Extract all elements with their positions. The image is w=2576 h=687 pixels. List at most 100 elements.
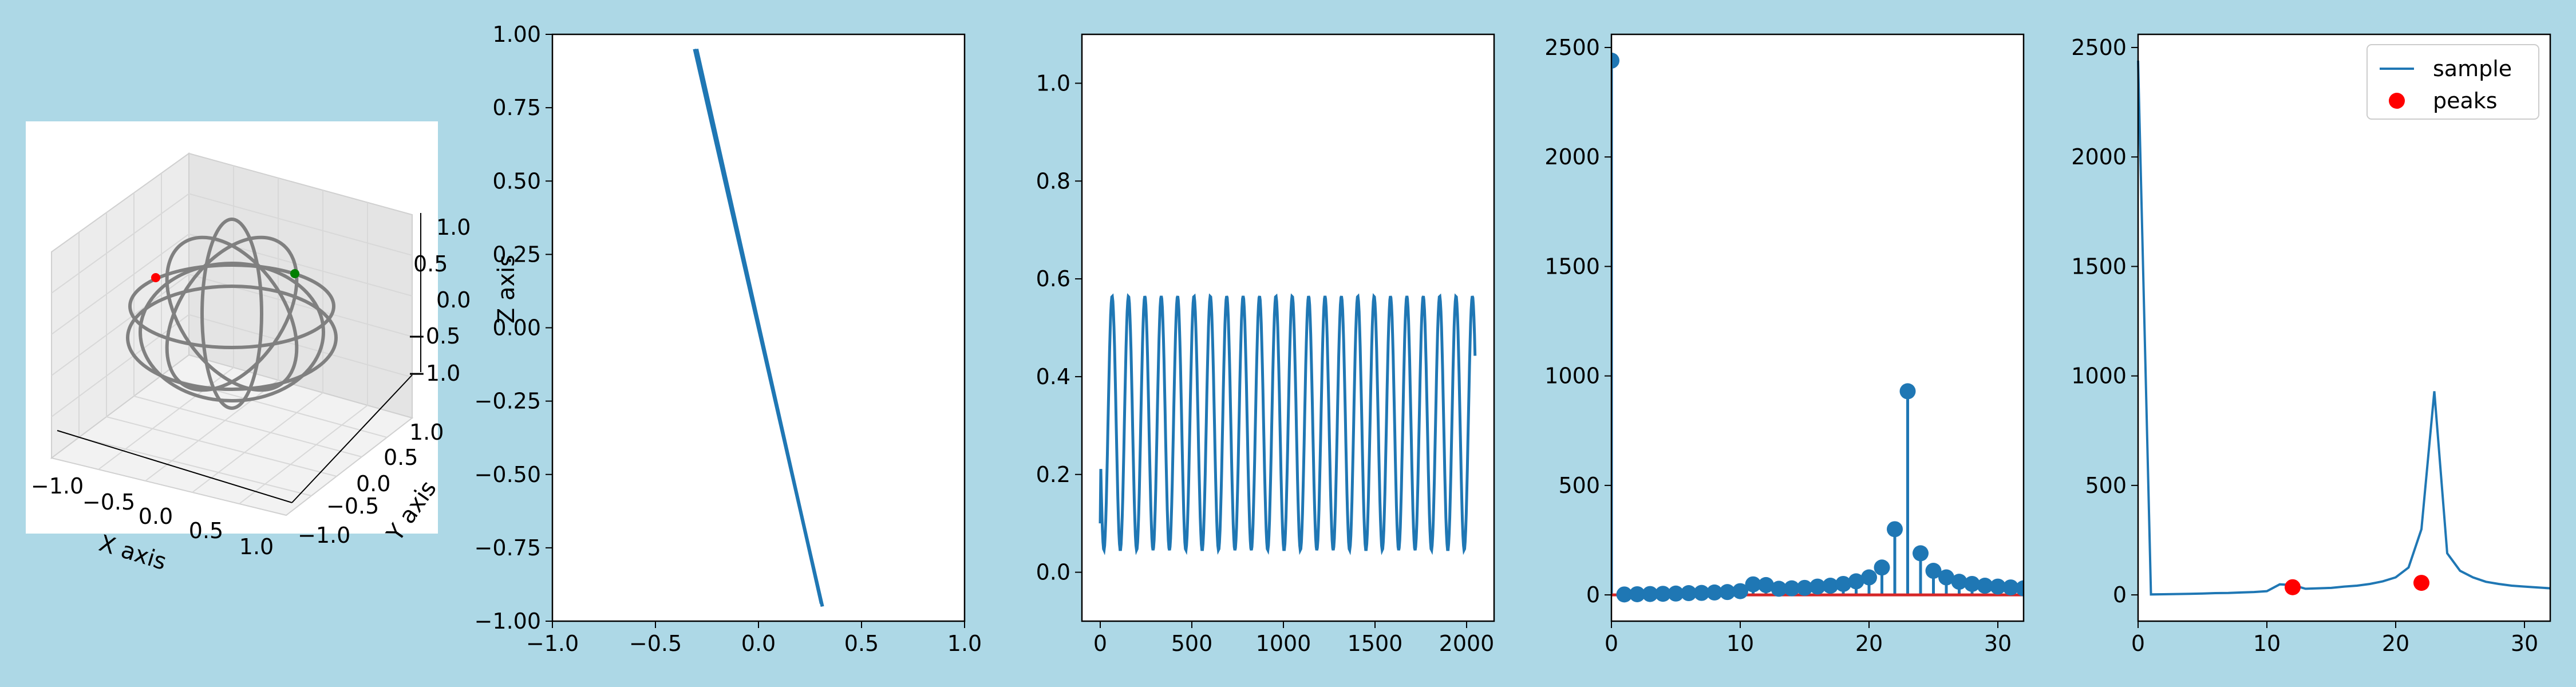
grid-line bbox=[51, 314, 189, 417]
y-tick-label: 1000 bbox=[2071, 364, 2127, 389]
legend: sample peaks bbox=[2366, 44, 2539, 120]
curve-3d bbox=[126, 218, 338, 410]
y-tick-label: −1.00 bbox=[475, 609, 541, 634]
x-tick-label: 0.0 bbox=[741, 631, 776, 656]
y-tick-label: 0.00 bbox=[492, 315, 541, 341]
stem-marker bbox=[1611, 52, 1619, 69]
panel-stem-frame bbox=[1610, 33, 2025, 622]
curve-segment bbox=[165, 235, 299, 392]
grid-line bbox=[188, 314, 413, 378]
y-tick-label: 0.5 bbox=[384, 445, 418, 470]
stem-marker bbox=[1642, 586, 1658, 602]
y-tick-label: 2000 bbox=[2071, 144, 2127, 169]
x-tick-label: 20 bbox=[2382, 631, 2409, 656]
series-line bbox=[695, 48, 823, 604]
x-ticks-3d: −1.0 −0.5 0.0 0.5 1.0 bbox=[31, 473, 274, 559]
stem-marker bbox=[1719, 584, 1736, 601]
stem-marker bbox=[1990, 578, 2006, 595]
stem-marker bbox=[1655, 586, 1671, 602]
x-tick-label: 10 bbox=[2253, 631, 2281, 656]
y-tick-label: 0.75 bbox=[492, 95, 541, 120]
legend-label-sample: sample bbox=[2433, 56, 2512, 81]
stem-marker bbox=[1616, 586, 1633, 603]
y-tick-label: 1.0 bbox=[1036, 70, 1070, 96]
stem-marker bbox=[1771, 581, 1787, 597]
y-tick-label: 500 bbox=[1558, 473, 1600, 498]
stem-marker bbox=[1732, 583, 1748, 599]
x-tick-label: −0.5 bbox=[629, 631, 682, 656]
stem-marker bbox=[1822, 578, 1839, 594]
y-tick-label: 2500 bbox=[2071, 35, 2127, 60]
stem-marker bbox=[1925, 563, 1942, 579]
point-green bbox=[290, 269, 299, 278]
stem-marker bbox=[1964, 575, 1980, 592]
stem-marker bbox=[1809, 578, 1826, 595]
x-tick-label: 1.0 bbox=[947, 631, 982, 656]
point-red bbox=[151, 273, 160, 282]
panel-signal: 0 500 1000 1500 2000 0.0 0.2 0.4 0.6 0.8 1.0 bbox=[1036, 33, 1495, 656]
curve-segment bbox=[126, 285, 338, 391]
panel-peaks-frame bbox=[2137, 33, 2551, 622]
x-tick-label: 30 bbox=[2511, 631, 2538, 656]
y-axis-line-3d bbox=[291, 374, 413, 503]
x-tick-label: 10 bbox=[1726, 631, 1754, 656]
curve-segment bbox=[165, 235, 299, 392]
x-tick-label: 0 bbox=[1605, 631, 1618, 656]
y-tick-label: 0.4 bbox=[1036, 364, 1070, 389]
stem-marker bbox=[1835, 575, 1851, 592]
y-tick-label: 0 bbox=[1586, 582, 1600, 607]
stem-marker bbox=[2002, 579, 2019, 596]
stem-marker bbox=[1951, 574, 1967, 590]
y-tick-label: 0.0 bbox=[1036, 560, 1070, 585]
y-tick-label: 2000 bbox=[1544, 144, 1600, 169]
grid-line bbox=[133, 396, 362, 457]
panel-line: −1.0 −0.5 0.0 0.5 1.0 1.00 0.75 0.50 0.25 0.00 −0.… bbox=[475, 22, 982, 656]
x-tick-label: −1.0 bbox=[31, 473, 84, 499]
y-tick-label: 0.50 bbox=[492, 168, 541, 194]
legend-marker-swatch bbox=[2389, 93, 2405, 109]
y-ticks-3d: −1.0 −0.5 0.0 0.5 1.0 bbox=[298, 420, 444, 548]
panels-2d: −1.0 −0.5 0.0 0.5 1.01.000.750.500.250.00−0.… bbox=[475, 22, 2551, 656]
signal-line bbox=[1099, 293, 1477, 555]
panel-peaks: 0 10 20 30 0 500 1000 1500 2000 2500 sample peaks bbox=[2071, 33, 2551, 656]
stem-marker bbox=[1784, 580, 1800, 597]
x-tick-label: 0 bbox=[1093, 631, 1107, 656]
y-tick-label: 0.6 bbox=[1036, 266, 1070, 291]
z-tick-label: 0.0 bbox=[436, 287, 471, 313]
grid-line bbox=[51, 274, 189, 376]
y-tick-label: −1.0 bbox=[298, 523, 350, 548]
y-tick-label: 1.0 bbox=[409, 420, 444, 445]
y-tick-label: 500 bbox=[2085, 473, 2127, 498]
z-tick-label: −0.5 bbox=[408, 323, 460, 349]
curve-segment bbox=[139, 262, 325, 402]
x-tick-label: 1000 bbox=[1256, 631, 1311, 656]
z-tick-label: 0.5 bbox=[413, 251, 448, 277]
legend-label-peaks: peaks bbox=[2433, 88, 2498, 113]
stem-marker bbox=[1887, 521, 1903, 538]
x-tick-label: −1.0 bbox=[526, 631, 579, 656]
y-tick-label: 0.25 bbox=[492, 242, 541, 267]
z-ticks-3d: −1.0 −0.5 0.0 0.5 1.0 bbox=[408, 215, 471, 386]
grid-line bbox=[51, 233, 189, 335]
stem-marker bbox=[1706, 584, 1722, 601]
stem-marker bbox=[1848, 573, 1864, 590]
y-tick-label: 1500 bbox=[2071, 254, 2127, 279]
stem-marker bbox=[1693, 585, 1710, 601]
stem-marker bbox=[1668, 585, 1684, 602]
grid-line bbox=[188, 193, 413, 256]
y-tick-label: 2500 bbox=[1544, 35, 1600, 60]
z-axis-label-3d: Z axis bbox=[493, 255, 520, 323]
stem-marker bbox=[1899, 383, 1916, 400]
stem-marker bbox=[1758, 577, 1774, 593]
y-tick-label: 0 bbox=[2113, 582, 2127, 607]
x-tick-label: 20 bbox=[1855, 631, 1883, 656]
stem-marker bbox=[1861, 569, 1877, 586]
stem-marker bbox=[1796, 579, 1813, 596]
x-tick-label: 0.5 bbox=[844, 631, 879, 656]
y-tick-label: −0.5 bbox=[326, 493, 379, 519]
x-tick-label: 1500 bbox=[1348, 631, 1403, 656]
y-tick-label: −0.50 bbox=[475, 462, 541, 487]
y-tick-label: 1000 bbox=[1544, 364, 1600, 389]
y-tick-label: 1500 bbox=[1544, 254, 1600, 279]
